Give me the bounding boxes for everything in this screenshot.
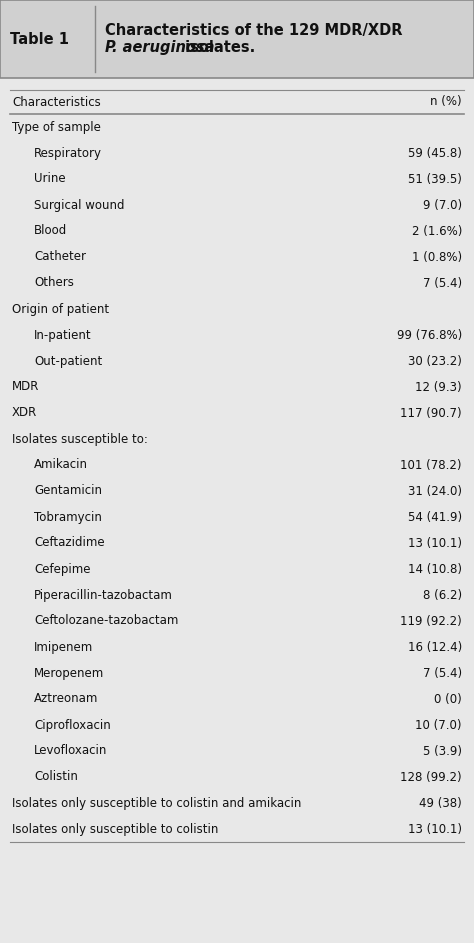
Text: Urine: Urine <box>34 173 65 186</box>
Text: Characteristics: Characteristics <box>12 95 101 108</box>
Text: Isolates only susceptible to colistin: Isolates only susceptible to colistin <box>12 822 219 835</box>
Text: 2 (1.6%): 2 (1.6%) <box>411 224 462 238</box>
Text: Respiratory: Respiratory <box>34 146 102 159</box>
Text: Tobramycin: Tobramycin <box>34 510 102 523</box>
Text: 12 (9.3): 12 (9.3) <box>415 380 462 393</box>
Bar <box>0 0 474 78</box>
Text: Type of sample: Type of sample <box>12 121 101 134</box>
Text: Aztreonam: Aztreonam <box>34 692 99 705</box>
Text: 0 (0): 0 (0) <box>434 692 462 705</box>
Text: 30 (23.2): 30 (23.2) <box>408 355 462 368</box>
Text: Gentamicin: Gentamicin <box>34 485 102 498</box>
Text: 10 (7.0): 10 (7.0) <box>416 719 462 732</box>
Text: 51 (39.5): 51 (39.5) <box>408 173 462 186</box>
Text: 117 (90.7): 117 (90.7) <box>401 406 462 420</box>
Text: Cefepime: Cefepime <box>34 563 91 575</box>
Text: Surgical wound: Surgical wound <box>34 198 125 211</box>
Text: 31 (24.0): 31 (24.0) <box>408 485 462 498</box>
Text: Others: Others <box>34 276 74 290</box>
Text: 7 (5.4): 7 (5.4) <box>423 276 462 290</box>
Text: Imipenem: Imipenem <box>34 640 93 653</box>
Text: Amikacin: Amikacin <box>34 458 88 472</box>
Text: 128 (99.2): 128 (99.2) <box>401 770 462 784</box>
Text: Piperacillin-tazobactam: Piperacillin-tazobactam <box>34 588 173 602</box>
Text: 5 (3.9): 5 (3.9) <box>423 745 462 757</box>
Text: Out-patient: Out-patient <box>34 355 102 368</box>
Text: Isolates only susceptible to colistin and amikacin: Isolates only susceptible to colistin an… <box>12 797 301 809</box>
Text: isolates.: isolates. <box>181 40 255 55</box>
Text: MDR: MDR <box>12 380 39 393</box>
Text: Origin of patient: Origin of patient <box>12 303 109 316</box>
Text: n (%): n (%) <box>430 95 462 108</box>
Text: 59 (45.8): 59 (45.8) <box>408 146 462 159</box>
Text: 16 (12.4): 16 (12.4) <box>408 640 462 653</box>
Text: Table 1: Table 1 <box>10 31 69 46</box>
Text: 54 (41.9): 54 (41.9) <box>408 510 462 523</box>
Text: 9 (7.0): 9 (7.0) <box>423 198 462 211</box>
Text: 13 (10.1): 13 (10.1) <box>408 537 462 550</box>
Text: 14 (10.8): 14 (10.8) <box>408 563 462 575</box>
Text: Colistin: Colistin <box>34 770 78 784</box>
Text: In-patient: In-patient <box>34 328 91 341</box>
Text: 1 (0.8%): 1 (0.8%) <box>412 251 462 263</box>
Text: 101 (78.2): 101 (78.2) <box>401 458 462 472</box>
Text: Catheter: Catheter <box>34 251 86 263</box>
Text: 8 (6.2): 8 (6.2) <box>423 588 462 602</box>
Text: Isolates susceptible to:: Isolates susceptible to: <box>12 433 148 445</box>
Text: Characteristics of the 129 MDR/XDR: Characteristics of the 129 MDR/XDR <box>105 23 402 38</box>
Text: 119 (92.2): 119 (92.2) <box>400 615 462 627</box>
Text: Ceftazidime: Ceftazidime <box>34 537 105 550</box>
Text: Meropenem: Meropenem <box>34 667 104 680</box>
Text: 99 (76.8%): 99 (76.8%) <box>397 328 462 341</box>
Text: Blood: Blood <box>34 224 67 238</box>
Bar <box>0 0 474 78</box>
Text: Levofloxacin: Levofloxacin <box>34 745 108 757</box>
Text: Ciprofloxacin: Ciprofloxacin <box>34 719 111 732</box>
Text: Ceftolozane-tazobactam: Ceftolozane-tazobactam <box>34 615 178 627</box>
Text: XDR: XDR <box>12 406 37 420</box>
Text: 49 (38): 49 (38) <box>419 797 462 809</box>
Text: 13 (10.1): 13 (10.1) <box>408 822 462 835</box>
Text: P. aeruginosa: P. aeruginosa <box>105 40 215 55</box>
Text: 7 (5.4): 7 (5.4) <box>423 667 462 680</box>
